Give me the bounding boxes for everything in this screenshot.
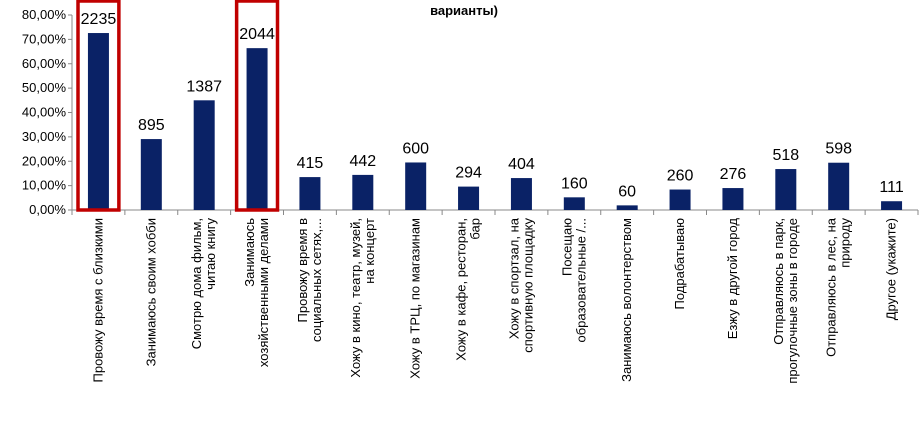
category-label: Отправляюсь в лес, на природу [824,217,853,357]
category-label-line: на концерт [362,218,377,284]
category-label-line: читаю книгу [203,218,218,290]
category-label-line: Хожу в кафе, ресторан, [454,218,469,361]
category-label-line: социальных сетях,... [309,218,324,342]
category-label-line: Смотрю дома фильм, [189,218,204,349]
category-label-line: Провожу время с близкими [90,218,105,383]
bar [616,205,638,210]
category-label-line: спортивную площадку [520,218,535,353]
bar [193,100,215,210]
bar [775,169,797,210]
data-label: 1387 [186,78,222,95]
y-tick-label: 20,00% [22,153,67,168]
bar [405,162,427,210]
chart-title: варианты) [430,3,498,18]
data-label: 260 [667,168,694,185]
category-label: Занимаюсь хозяйственными делами [242,218,271,367]
category-label-line: Хожу в спортзал, на [506,217,521,339]
y-tick-label: 40,00% [22,105,67,120]
category-label-line: бар [468,218,483,240]
category-label-line: Посещаю [559,218,574,276]
category-label: Другое (укажите) [884,218,899,320]
category-label-line: Подрабатываю [672,218,687,310]
bar [563,197,585,210]
y-tick-label: 30,00% [22,129,67,144]
data-label: 276 [720,166,747,183]
category-label-line: Провожу время в [295,218,310,323]
data-label: 442 [349,153,376,170]
category-label: Отправляюсь в парк, прогулочные зоны в го… [771,218,800,384]
category-label-line: хозяйственными делами [256,218,271,367]
category-label-line: Другое (укажите) [884,218,899,320]
data-label: 600 [402,140,429,157]
y-tick-label: 10,00% [22,178,67,193]
category-label: Провожу время в социальных сетях,... [295,218,324,342]
category-label: Езжу в другой город [725,218,740,340]
data-label: 598 [825,141,852,158]
category-label: Подрабатываю [672,218,687,310]
category-label-line: природу [838,218,853,268]
data-label: 404 [508,156,535,173]
category-label-line: Хожу в кино, театр, музей, [348,218,363,378]
bar [140,139,162,210]
bar [510,178,532,210]
category-label-line: Отправляюсь в парк, [771,218,786,345]
category-label: Хожу в ТРЦ, по магазинам [408,218,423,379]
data-label: 111 [879,179,903,196]
category-label: Хожу в кафе, ресторан, бар [454,218,483,361]
bar [669,189,691,210]
category-label-line: Отправляюсь в лес, на [824,217,839,357]
category-label-line: Занимаюсь [242,218,257,287]
bar [246,48,268,211]
data-label: 415 [297,155,324,172]
highlight-frame [76,0,121,212]
bar [828,162,850,210]
highlight-frame [234,0,280,212]
y-tick-label: 70,00% [22,31,67,46]
data-label: 160 [561,175,588,192]
bar [352,174,374,210]
data-label: 895 [138,117,165,134]
y-tick-label: 60,00% [22,56,67,71]
category-label-line: Хожу в ТРЦ, по магазинам [408,218,423,379]
bar [299,177,321,210]
category-label: Занимаюсь волонтерством [619,218,634,382]
category-label: Посещаю образовательные /... [559,218,588,343]
data-label: 518 [772,147,799,164]
data-label: 60 [618,183,636,200]
category-label: Хожу в спортзал, на спортивную площадку [506,217,535,352]
category-label: Хожу в кино, театр, музей, на концерт [348,218,377,378]
data-label: 294 [455,165,482,182]
category-label-line: Занимаюсь волонтерством [619,218,634,382]
category-label-line: образовательные /... [573,218,588,343]
bar [87,33,109,210]
y-tick-label: 80,00% [22,7,67,22]
bar [881,201,903,210]
category-label-line: прогулочные зоны в городе [785,218,800,384]
category-label: Провожу время с близкими [90,218,105,383]
data-label: 2235 [81,11,117,28]
bar [458,186,480,210]
category-label-line: Езжу в другой город [725,218,740,340]
y-tick-label: 50,00% [22,80,67,95]
data-label: 2044 [239,26,275,43]
bar [722,188,744,210]
category-label-line: Занимаюсь своим хобби [143,218,158,366]
y-tick-label: 0,00% [29,202,66,217]
category-label: Занимаюсь своим хобби [143,218,158,366]
category-label: Смотрю дома фильм, читаю книгу [189,218,218,350]
